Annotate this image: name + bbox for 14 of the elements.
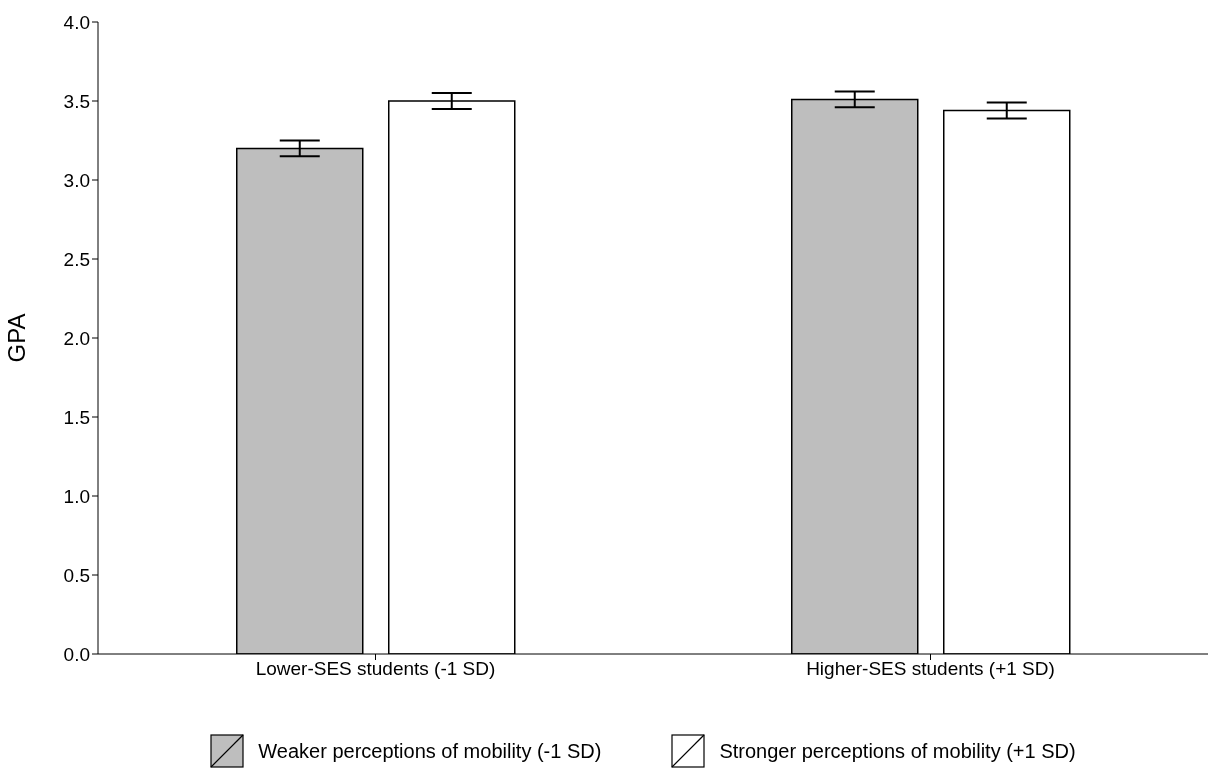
y-tick-label: 1.0: [63, 485, 90, 507]
y-tick-label: 3.5: [63, 90, 90, 112]
y-tick-label: 4.0: [63, 11, 90, 33]
legend-label: Stronger perceptions of mobility (+1 SD): [719, 739, 1076, 763]
x-tick-label: Lower-SES students (-1 SD): [255, 658, 496, 680]
legend-label: Weaker perceptions of mobility (-1 SD): [258, 739, 602, 763]
y-axis-title: GPA: [2, 313, 30, 363]
y-tick-label: 1.5: [63, 406, 90, 428]
y-tick-label: 2.0: [63, 327, 90, 349]
x-tick-label: Higher-SES students (+1 SD): [806, 658, 1055, 680]
y-tick-label: 0.5: [63, 564, 90, 586]
y-tick-label: 2.5: [63, 248, 90, 270]
y-tick-label: 3.0: [63, 169, 90, 191]
y-tick-label: 0.0: [63, 643, 90, 665]
